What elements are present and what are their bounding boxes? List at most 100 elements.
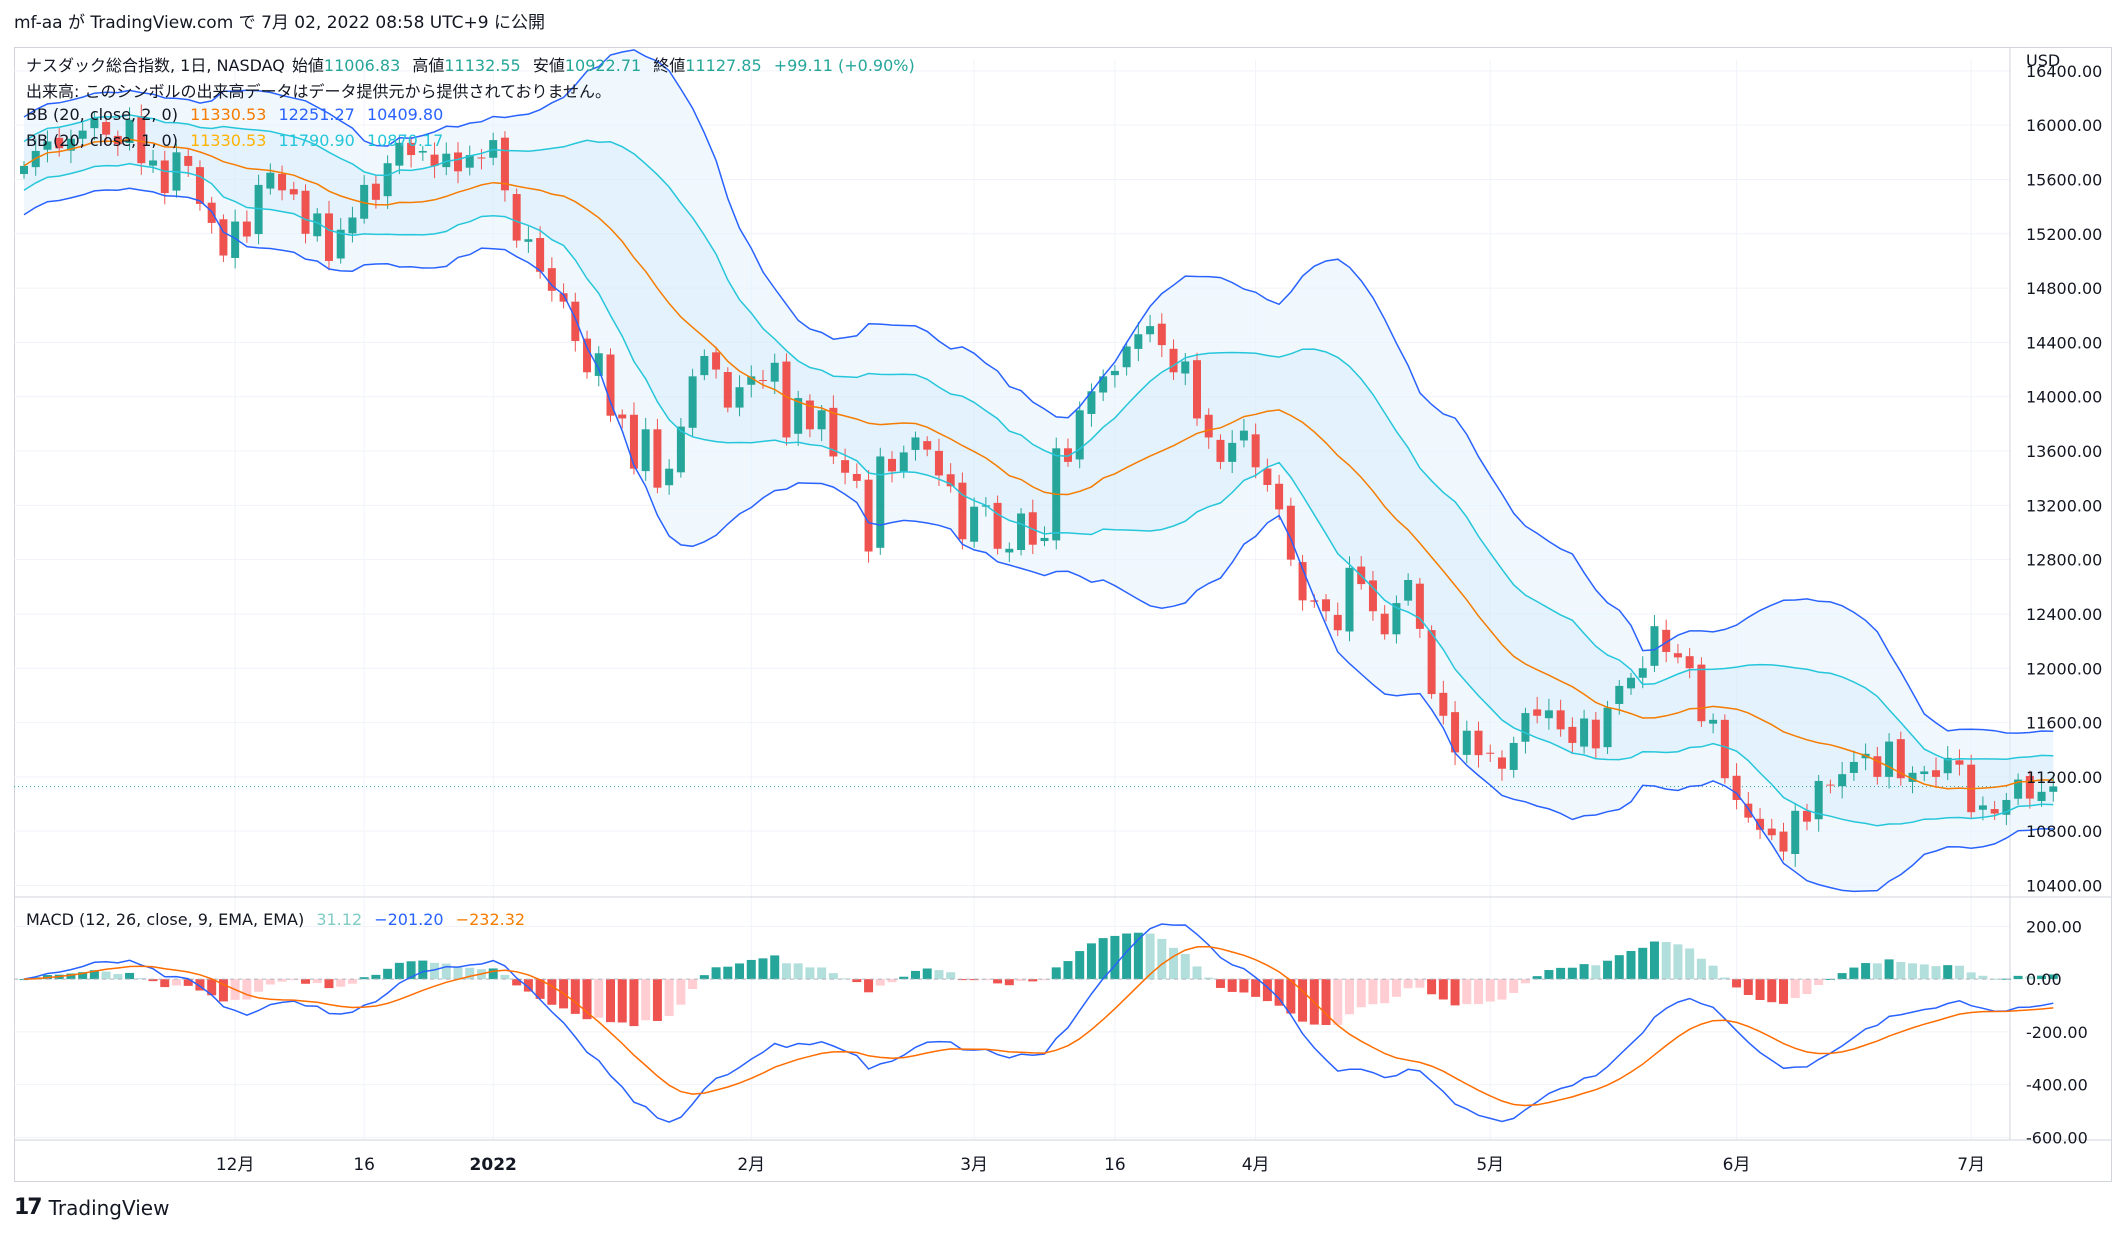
macd-histogram-bar bbox=[1579, 964, 1589, 980]
candle-body bbox=[536, 237, 545, 272]
macd-histogram-bar bbox=[1262, 979, 1272, 1002]
macd-histogram-bar bbox=[805, 967, 815, 980]
macd-histogram-bar bbox=[453, 966, 463, 980]
candle-body bbox=[1193, 360, 1201, 419]
macd-histogram-bar bbox=[1614, 955, 1624, 980]
macd-histogram-bar bbox=[1286, 979, 1296, 1014]
macd-histogram-bar bbox=[218, 979, 228, 1002]
macd-histogram-bar bbox=[793, 963, 803, 980]
macd-histogram-bar bbox=[1344, 979, 1354, 1015]
candle-body bbox=[1767, 828, 1776, 836]
macd-histogram-bar bbox=[101, 971, 111, 980]
macd-axis: 200.00 0.00 -200.00 -400.00 -600.00 bbox=[2026, 917, 2088, 1147]
macd-histogram-bar bbox=[570, 979, 580, 1014]
macd-histogram-bar bbox=[1755, 979, 1765, 1000]
legend-bb1-row[interactable]: BB (20, close, 2, 0) 11330.53 12251.27 1… bbox=[26, 105, 450, 124]
legend-volume-note: 出来高: このシンボルの出来高データはデータ提供元から提供されておりません。 bbox=[26, 82, 612, 101]
macd-histogram-bar bbox=[1274, 979, 1284, 1006]
candle-body bbox=[1392, 603, 1401, 635]
candle-body bbox=[782, 361, 791, 438]
candle-body bbox=[1275, 483, 1284, 510]
candle-body bbox=[1368, 580, 1377, 612]
candle-body bbox=[1063, 448, 1072, 462]
macd-histogram-bar bbox=[1884, 959, 1894, 980]
macd-histogram-bar bbox=[2048, 974, 2058, 980]
legend-macd-line: −201.20 bbox=[374, 910, 444, 929]
macd-histogram-bar bbox=[394, 962, 404, 980]
macd-histogram-bar bbox=[1474, 979, 1484, 1005]
legend-bb1-upper: 12251.27 bbox=[278, 105, 355, 124]
macd-histogram-bar bbox=[1004, 979, 1014, 986]
legend-bb1-lower: 10409.80 bbox=[366, 105, 444, 124]
macd-histogram-bar bbox=[441, 963, 451, 980]
candle-body bbox=[1122, 346, 1131, 368]
macd-histogram-bar bbox=[1110, 935, 1120, 980]
price-tick-label: 15200.00 bbox=[2026, 225, 2102, 244]
macd-histogram-bar bbox=[676, 979, 686, 1005]
macd-histogram bbox=[19, 932, 2058, 1027]
candle-body bbox=[1181, 361, 1190, 374]
candle-body bbox=[1204, 414, 1213, 438]
candle-body bbox=[946, 474, 955, 487]
candle-body bbox=[1427, 630, 1436, 695]
candle-body bbox=[442, 153, 451, 168]
macd-histogram-bar bbox=[1532, 976, 1542, 980]
time-tick-label: 5月 bbox=[1476, 1155, 1504, 1175]
footer-brand[interactable]: 17 TradingView bbox=[14, 1195, 169, 1220]
legend-bb2-upper: 11790.90 bbox=[278, 131, 355, 150]
macd-histogram-bar bbox=[1415, 979, 1425, 988]
macd-histogram-bar bbox=[746, 959, 756, 980]
price-tick-label: 15600.00 bbox=[2026, 170, 2102, 189]
macd-histogram-bar bbox=[1391, 979, 1401, 997]
macd-histogram-bar bbox=[711, 967, 721, 980]
macd-histogram-bar bbox=[1098, 938, 1108, 980]
legend-low-value: 10922.71 bbox=[564, 56, 642, 75]
macd-histogram-bar bbox=[1204, 977, 1214, 980]
time-tick-label: 16 bbox=[1104, 1155, 1126, 1175]
macd-histogram-bar bbox=[1016, 979, 1026, 981]
candle-body bbox=[1462, 730, 1471, 755]
macd-histogram-bar bbox=[136, 978, 146, 980]
candle-body bbox=[864, 479, 873, 552]
macd-histogram-bar bbox=[1157, 938, 1167, 980]
candle-body bbox=[278, 173, 287, 191]
macd-histogram-bar bbox=[500, 974, 510, 980]
macd-tick-label: 0.00 bbox=[2026, 970, 2062, 989]
candle-body bbox=[360, 184, 369, 219]
candle-body bbox=[407, 142, 416, 156]
macd-histogram-bar bbox=[1779, 979, 1788, 1004]
macd-histogram-bar bbox=[1849, 967, 1859, 980]
candle-body bbox=[559, 293, 568, 302]
candle-body bbox=[1286, 505, 1295, 560]
candles bbox=[20, 104, 2058, 867]
macd-histogram-bar bbox=[617, 979, 627, 1023]
candle-body bbox=[1087, 391, 1096, 414]
candle-body bbox=[1310, 600, 1319, 602]
macd-histogram-bar bbox=[195, 979, 205, 991]
candle-body bbox=[430, 154, 439, 166]
macd-histogram-bar bbox=[512, 979, 522, 986]
legend-macd-signal: −232.32 bbox=[455, 910, 526, 929]
macd-histogram-bar bbox=[359, 977, 369, 980]
candle-body bbox=[125, 119, 134, 143]
legend-macd-row[interactable]: MACD (12, 26, close, 9, EMA, EMA) 31.12 … bbox=[26, 910, 532, 929]
macd-histogram-bar bbox=[1180, 953, 1190, 980]
macd-histogram-bar bbox=[1497, 979, 1507, 1000]
candle-body bbox=[1251, 434, 1260, 468]
candle-body bbox=[1673, 653, 1682, 658]
legend-bb2-row[interactable]: BB (20, close, 1, 0) 11330.53 11790.90 1… bbox=[26, 131, 450, 150]
candle-body bbox=[1709, 719, 1718, 724]
macd-histogram-bar bbox=[1462, 979, 1472, 1005]
candle-body bbox=[1380, 613, 1389, 635]
price-axis-currency: USD bbox=[2026, 51, 2060, 70]
macd-histogram-bar bbox=[910, 970, 920, 980]
macd-histogram-bar bbox=[1591, 965, 1601, 980]
price-tick-label: 13600.00 bbox=[2026, 442, 2102, 461]
candle-body bbox=[688, 376, 697, 428]
candle-body bbox=[266, 172, 275, 189]
candle-body bbox=[1638, 668, 1647, 678]
candle-body bbox=[43, 141, 52, 150]
candle-body bbox=[102, 122, 111, 135]
